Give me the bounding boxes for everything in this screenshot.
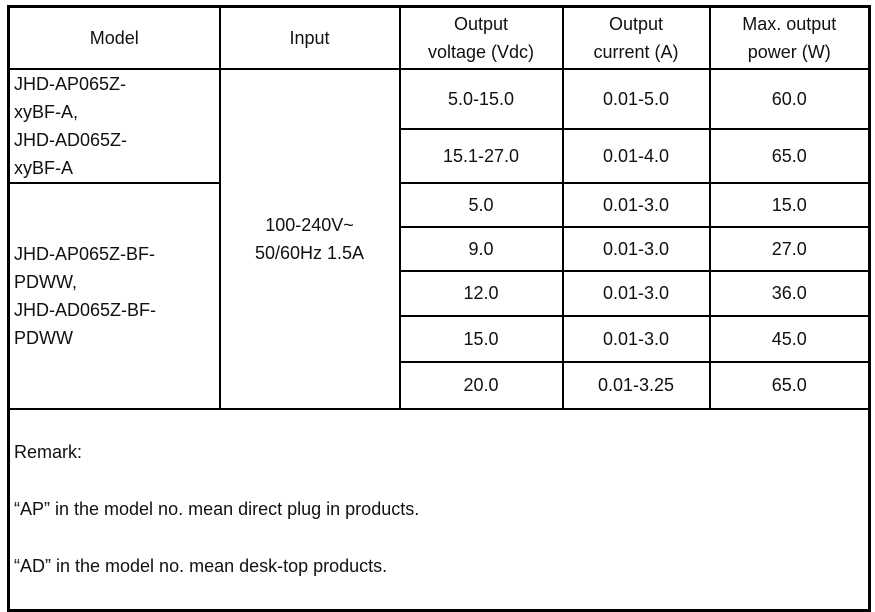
current-cell: 0.01-3.0 — [561, 314, 711, 363]
remark-row: Remark: “AP” in the model no. mean direc… — [7, 407, 871, 611]
current-cell: 0.01-5.0 — [561, 67, 711, 131]
col-header-model: Model — [7, 5, 221, 70]
voltage-cell: 15.0 — [398, 314, 564, 363]
remark-title: Remark: — [14, 441, 83, 462]
col-header-input: Input — [218, 5, 401, 70]
header-row: Model Input Output voltage (Vdc) Output … — [7, 5, 871, 70]
table-row: JHD-AP065Z-BF- PDWW, JHD-AD065Z-BF- PDWW… — [7, 181, 871, 410]
voltage-cell: 9.0 — [398, 225, 564, 272]
power-cell: 15.0 — [708, 181, 871, 228]
power-cell: 65.0 — [708, 360, 871, 410]
table-row: 20.0 0.01-3.25 65.0 — [9, 360, 871, 410]
table-row: 15.0 0.01-3.0 45.0 — [9, 314, 871, 363]
document-page: Model Input Output voltage (Vdc) Output … — [7, 5, 871, 612]
table-row: 15.1-27.0 0.01-4.0 65.0 — [9, 128, 871, 184]
power-cell: 27.0 — [708, 225, 871, 272]
model-group-1-cell: JHD-AP065Z- xyBF-A, JHD-AD065Z- xyBF-A — [7, 67, 221, 184]
voltage-cell: 5.0 — [398, 181, 564, 228]
current-cell: 0.01-3.0 — [561, 269, 711, 317]
voltage-cell: 5.0-15.0 — [398, 67, 564, 131]
voltage-cell: 15.1-27.0 — [398, 128, 564, 184]
current-cell: 0.01-3.25 — [561, 360, 711, 410]
remark-line-ap: “AP” in the model no. mean direct plug i… — [14, 498, 420, 519]
spec-table: Model Input Output voltage (Vdc) Output … — [7, 5, 871, 612]
power-cell: 65.0 — [708, 128, 871, 184]
input-cell: 100-240V~ 50/60Hz 1.5A — [218, 67, 401, 410]
voltage-cell: 12.0 — [398, 269, 564, 317]
current-cell: 0.01-3.0 — [561, 181, 711, 228]
table-row: 12.0 0.01-3.0 36.0 — [9, 269, 871, 317]
table-row: JHD-AP065Z- xyBF-A, JHD-AD065Z- xyBF-A 1… — [7, 67, 871, 410]
power-cell: 60.0 — [708, 67, 871, 131]
model-group-2-cell: JHD-AP065Z-BF- PDWW, JHD-AD065Z-BF- PDWW — [7, 181, 221, 410]
current-cell: 0.01-3.0 — [561, 225, 711, 272]
current-cell: 0.01-4.0 — [561, 128, 711, 184]
power-cell: 36.0 — [708, 269, 871, 317]
table-row: 9.0 0.01-3.0 27.0 — [9, 225, 871, 272]
power-cell: 45.0 — [708, 314, 871, 363]
remark-line-ad: “AD” in the model no. mean desk-top prod… — [14, 555, 388, 576]
col-header-output-voltage: Output voltage (Vdc) — [398, 5, 564, 70]
col-header-max-output-power: Max. output power (W) — [708, 5, 871, 70]
remark-cell: Remark: “AP” in the model no. mean direc… — [7, 407, 871, 611]
voltage-cell: 20.0 — [398, 360, 564, 410]
col-header-output-current: Output current (A) — [561, 5, 711, 70]
